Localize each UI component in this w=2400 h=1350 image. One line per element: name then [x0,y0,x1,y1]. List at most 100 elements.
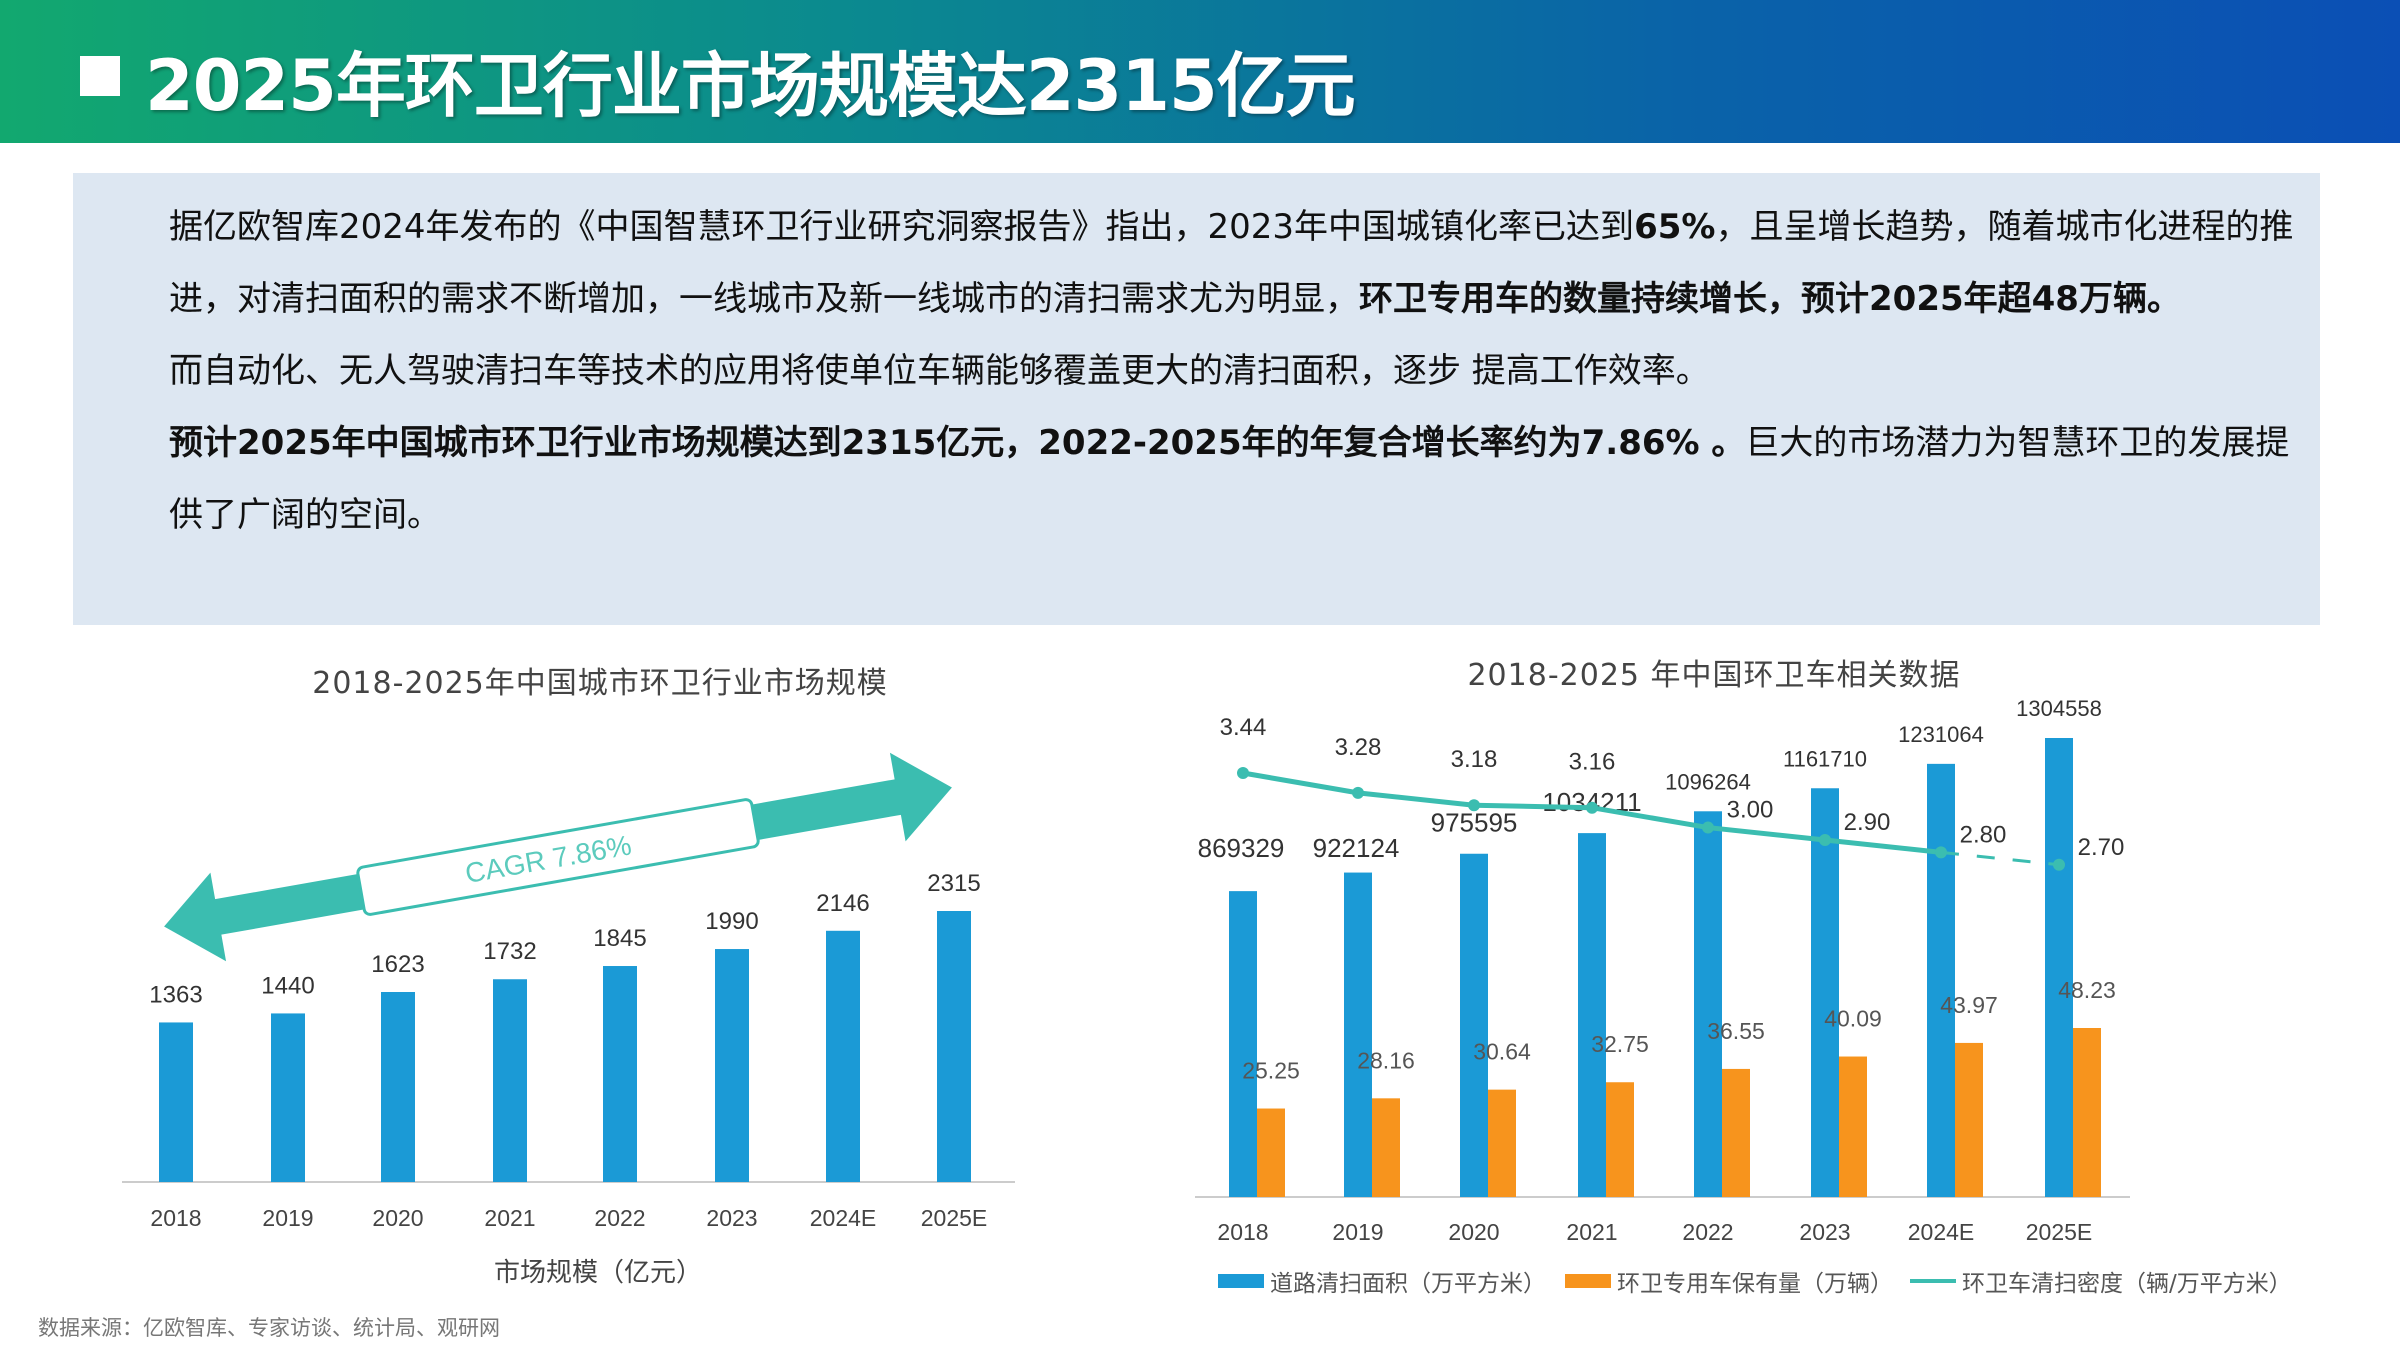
bar-value-label: 36.55 [1707,1018,1765,1044]
x-tick-label: 2020 [372,1205,423,1231]
bar-value-label: 2315 [927,870,980,897]
bar-vehicle-count [1955,1042,1983,1197]
line-value-label: 3.16 [1569,749,1616,776]
bar-value-label: 1623 [371,951,424,978]
bar-sweeping-area [2045,738,2073,1197]
density-point [1819,833,1831,846]
right-chart-title: 2018-2025 年中国环卫车相关数据 [1467,658,1961,693]
x-tick-label: 2019 [1332,1219,1383,1245]
legend-swatch-line [1910,1279,1956,1283]
bar-sweeping-area [1927,763,1955,1197]
bar-value-label: 1732 [483,938,536,965]
x-tick-label: 2023 [706,1205,757,1231]
line-value-label: 3.18 [1451,746,1498,773]
line-value-label: 2.80 [1960,821,2007,848]
x-tick-label: 2020 [1448,1219,1499,1245]
line-value-label: 3.28 [1335,734,1382,761]
density-point [2053,858,2065,871]
paragraph-2: 而自动化、无人驾驶清扫车等技术的应用将使单位车辆能够覆盖更大的清扫面积，逐步 提… [169,351,1710,391]
bar-vehicle-count [1488,1089,1516,1197]
bar-vehicle-count [2073,1028,2101,1197]
bar-sweeping-area [1460,853,1488,1197]
bar-vehicle-count [1839,1056,1867,1197]
legend-label: 环卫车清扫密度（辆/万平方米） [1962,1271,2292,1297]
x-tick-label: 2024E [1908,1219,1975,1245]
bar-vehicle-count [1606,1082,1634,1197]
density-point [1237,767,1249,779]
left-chart-xlabel: 市场规模（亿元） [493,1258,703,1288]
bar-value-label: 32.75 [1591,1031,1649,1057]
cagr-label-box [356,798,760,916]
bar-value-label: 48.23 [2058,977,2116,1003]
density-point [1586,801,1598,814]
x-tick-label: 2022 [594,1205,645,1231]
bar-value-label: 1096264 [1665,769,1751,794]
header-bar: 2025年环卫行业市场规模达2315亿元 [0,0,2400,143]
bar-value-label: 1304558 [2016,696,2102,721]
legend-item-area: 道路清扫面积（万平方米） [1218,1264,1546,1298]
bar-vehicle-count [1372,1098,1400,1197]
x-tick-label: 2018 [1217,1219,1268,1245]
summary-panel: 据亿欧智库2024年发布的《中国智慧环卫行业研究洞察报告》指出，2023年中国城… [73,173,2320,625]
legend-swatch-orange [1565,1274,1611,1288]
legend-label: 道路清扫面积（万平方米） [1270,1271,1546,1297]
square-bullet-icon [80,56,120,96]
line-value-label: 3.44 [1220,714,1267,741]
bar-value-label: 40.09 [1824,1006,1882,1032]
bar-market-size [603,966,637,1182]
bar-market-size [826,930,860,1182]
line-value-label: 2.90 [1844,809,1891,836]
x-tick-label: 2022 [1682,1219,1733,1245]
bar-value-label: 922124 [1313,833,1400,863]
bar-value-label: 28.16 [1357,1047,1415,1073]
legend-item-density: 环卫车清扫密度（辆/万平方米） [1910,1264,2292,1298]
bar-value-label: 1440 [261,972,314,999]
bar-value-label: 1231064 [1898,722,1984,747]
bar-value-label: 43.97 [1940,992,1998,1018]
density-point [1935,846,1947,859]
bar-market-size [937,911,971,1182]
bar-market-size [493,979,527,1182]
left-chart-title: 2018-2025年中国城市环卫行业市场规模 [312,666,888,701]
bar-vehicle-count [1257,1108,1285,1197]
x-tick-label: 2021 [484,1205,535,1231]
paragraph-3: 预计2025年中国城市环卫行业市场规模达到2315亿元，2022-2025年的年… [169,423,2290,535]
x-tick-label: 2021 [1566,1219,1617,1245]
x-tick-label: 2019 [262,1205,313,1231]
bar-value-label: 1845 [593,925,646,952]
bar-value-label: 975595 [1431,808,1518,838]
bar-market-size [715,949,749,1182]
bar-value-label: 1363 [149,981,202,1008]
bar-market-size [381,992,415,1182]
density-point [1352,786,1364,799]
bar-value-label: 30.64 [1473,1039,1531,1065]
bar-sweeping-area [1694,811,1722,1197]
bar-sweeping-area [1229,891,1257,1197]
line-value-label: 3.00 [1727,797,1774,824]
x-tick-label: 2018 [150,1205,201,1231]
bar-sweeping-area [1811,788,1839,1197]
data-source: 数据来源：亿欧智库、专家访谈、统计局、观研网 [38,1316,500,1340]
x-tick-label: 2025E [921,1205,988,1231]
x-tick-label: 2023 [1799,1219,1850,1245]
bar-vehicle-count [1722,1068,1750,1197]
x-tick-label: 2025E [2026,1219,2093,1245]
paragraph-1: 据亿欧智库2024年发布的《中国智慧环卫行业研究洞察报告》指出，2023年中国城… [169,207,2294,319]
density-line-forecast [1940,850,2060,867]
x-tick-label: 2024E [810,1205,877,1231]
bar-market-size [271,1013,305,1182]
legend-label: 环卫专用车保有量（万辆） [1617,1271,1893,1297]
bar-sweeping-area [1344,872,1372,1197]
page-title: 2025年环卫行业市场规模达2315亿元 [145,45,1356,127]
line-value-label: 2.70 [2078,834,2125,861]
legend-item-vehicles: 环卫专用车保有量（万辆） [1565,1264,1893,1298]
legend-swatch-blue [1218,1274,1264,1288]
bar-value-label: 1990 [705,908,758,935]
bar-value-label: 1161710 [1783,746,1867,771]
cagr-arrow: CAGR 7.86% [164,752,952,962]
bar-value-label: 25.25 [1242,1058,1300,1084]
bar-sweeping-area [1578,833,1606,1197]
density-point [1702,821,1714,834]
bar-market-size [159,1022,193,1182]
